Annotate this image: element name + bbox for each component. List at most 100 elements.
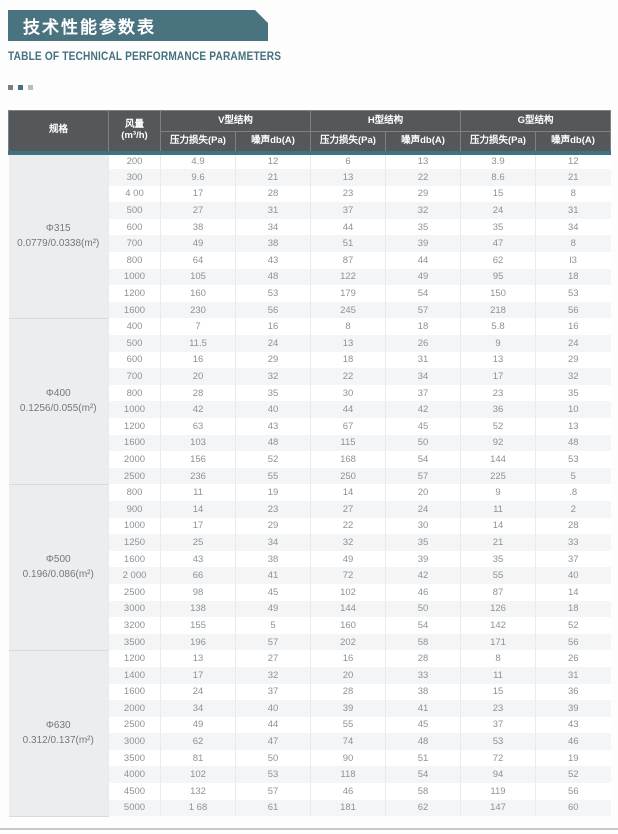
value-cell: 35 [385, 218, 461, 236]
value-cell: 87 [460, 583, 536, 601]
page-title: 技术性能参数表 [23, 18, 156, 37]
value-cell: 4.9 [160, 152, 236, 170]
flow-cell: 1400 [108, 666, 161, 684]
value-cell: 39 [385, 550, 461, 568]
value-cell: 32 [310, 534, 386, 551]
deco-square-dark [8, 85, 13, 90]
value-cell: 42 [160, 401, 236, 418]
value-cell: 51 [310, 235, 386, 253]
flow-cell: 1600 [108, 301, 161, 319]
flow-cell: 400 [108, 318, 161, 336]
value-cell: 28 [235, 185, 311, 203]
value-cell: 34 [385, 368, 461, 385]
value-cell: 43 [160, 550, 236, 568]
value-cell: 32 [534, 368, 611, 385]
value-cell: 230 [160, 301, 236, 319]
value-cell: 23 [310, 185, 386, 203]
value-cell: 53 [235, 285, 311, 302]
value-cell: 18 [534, 600, 611, 618]
value-cell: 63 [160, 418, 236, 435]
value-cell: .8 [534, 484, 611, 501]
spec-area: 0.196/0.086(m²) [22, 569, 94, 581]
value-cell: 22 [310, 517, 386, 535]
value-cell: 6 [310, 152, 386, 170]
value-cell: 40 [235, 401, 311, 418]
spec-cell: Φ500 0.196/0.086(m²) [8, 484, 109, 651]
header-spec: 规格 [8, 110, 109, 155]
value-cell: 168 [310, 451, 386, 468]
table-row: 3000 62 47 74 48 53 46 [9, 733, 611, 750]
value-cell: 49 [160, 235, 236, 253]
value-cell: 57 [235, 783, 311, 800]
value-cell: 202 [310, 633, 386, 651]
value-cell: 29 [235, 351, 311, 369]
value-cell: 49 [160, 716, 236, 734]
value-cell: 102 [160, 766, 236, 784]
value-cell: 8 [460, 650, 536, 667]
table-row: 1400 17 32 20 33 11 31 [9, 666, 611, 684]
spec-cell: Φ630 0.312/0.137(m²) [8, 650, 109, 817]
value-cell: 9 [460, 484, 536, 501]
value-cell: 30 [310, 384, 386, 402]
value-cell: 39 [534, 700, 611, 717]
value-cell: 12 [534, 152, 611, 170]
value-cell: 19 [235, 484, 311, 501]
value-cell: 38 [160, 218, 236, 236]
value-cell: 48 [385, 733, 461, 750]
value-cell: 179 [310, 285, 386, 302]
value-cell: 11.5 [160, 335, 236, 352]
table-row: 3200 155 5 160 54 142 52 [9, 617, 611, 634]
value-cell: 47 [460, 235, 536, 253]
value-cell: 14 [534, 583, 611, 601]
table-row: 800 64 43 87 44 62 l3 [9, 252, 611, 269]
table-row: Φ630 0.312/0.137(m²) 1200 13 27 16 28 8 26 [8, 650, 611, 817]
value-cell: 3.9 [460, 152, 536, 170]
value-cell: 5 [235, 617, 311, 634]
value-cell: 39 [385, 235, 461, 253]
value-cell: 57 [385, 301, 461, 319]
spec-cell: Φ315 0.0779/0.0338(m²) [8, 152, 109, 319]
value-cell: 62 [160, 733, 236, 750]
value-cell: 144 [460, 451, 536, 468]
flow-cell: 3500 [108, 749, 161, 767]
value-cell: 27 [160, 202, 236, 219]
value-cell: 14 [160, 500, 236, 518]
value-cell: 94 [460, 766, 536, 784]
value-cell: 27 [235, 650, 311, 667]
value-cell: 74 [310, 733, 386, 750]
value-cell: 196 [160, 633, 236, 651]
spec-model: Φ630 [45, 720, 71, 732]
value-cell: 54 [385, 285, 461, 302]
value-cell: 8 [310, 318, 386, 336]
value-cell: 119 [460, 783, 536, 800]
value-cell: 35 [460, 550, 536, 568]
flow-cell: 800 [108, 484, 161, 501]
value-cell: 30 [385, 517, 461, 535]
value-cell: 67 [310, 418, 386, 435]
value-cell: 21 [534, 169, 611, 186]
value-cell: 43 [534, 716, 611, 734]
value-cell: 115 [310, 434, 386, 452]
value-cell: 28 [310, 683, 386, 701]
value-cell: 66 [160, 567, 236, 584]
value-cell: 23 [235, 500, 311, 518]
flow-cell: 2000 [108, 700, 161, 717]
value-cell: 43 [235, 252, 311, 269]
value-cell: 58 [385, 783, 461, 800]
value-cell: 13 [460, 351, 536, 369]
flow-cell: 800 [108, 384, 161, 402]
flow-cell: 1200 [108, 285, 161, 302]
value-cell: 41 [385, 700, 461, 717]
value-cell: 26 [534, 650, 611, 667]
flow-cell: 300 [108, 169, 161, 186]
value-cell: 49 [385, 268, 461, 286]
value-cell: 25 [160, 534, 236, 551]
flow-cell: 900 [108, 500, 161, 518]
value-cell: 122 [310, 268, 386, 286]
value-cell: 55 [460, 567, 536, 584]
value-cell: 29 [385, 185, 461, 203]
header-group-v: V型结构 [160, 110, 311, 132]
value-cell: 105 [160, 268, 236, 286]
value-cell: 53 [460, 733, 536, 750]
header-flow-line2: (m³/h) [121, 129, 148, 141]
